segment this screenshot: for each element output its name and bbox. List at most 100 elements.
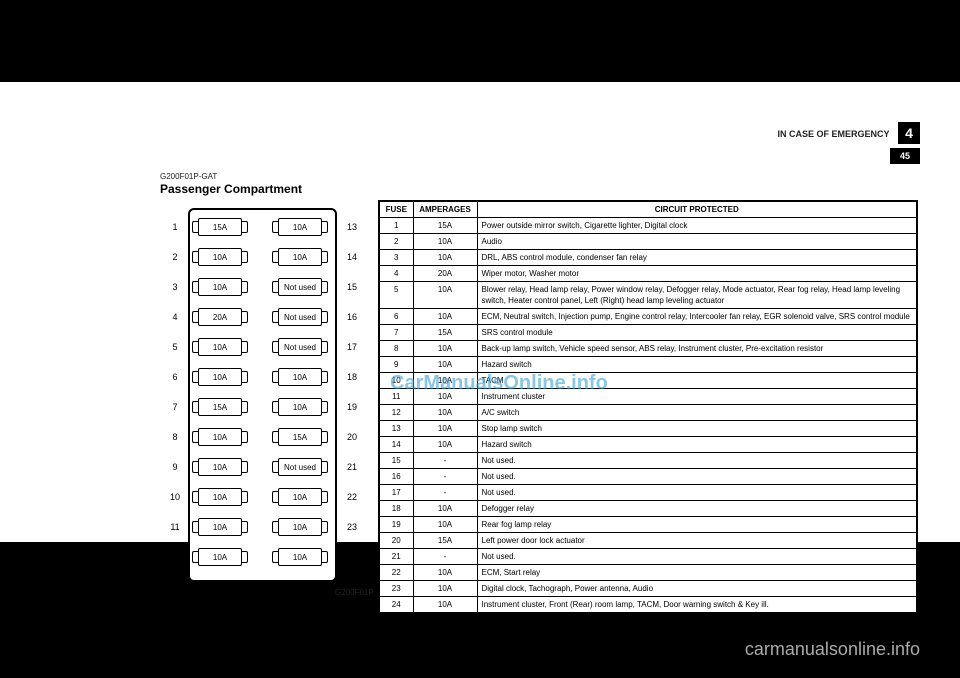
table-cell: 10A [413,357,477,373]
table-cell: Not used. [477,453,917,469]
table-cell: SRS control module [477,325,917,341]
table-row: 1810ADefogger relay [379,501,917,517]
table-cell: - [413,469,477,485]
fuse-slot: 10A [278,218,322,236]
table-cell: - [413,453,477,469]
table-cell: Stop lamp switch [477,421,917,437]
table-cell: Wiper motor, Washer motor [477,266,917,282]
fuse-number: 16 [343,312,361,322]
table-cell: Blower relay, Head lamp relay, Power win… [477,282,917,309]
table-row: 2410AInstrument cluster, Front (Rear) ro… [379,597,917,614]
fuse-slot: 10A [278,548,322,566]
fuse-number: 19 [343,402,361,412]
fuse-number: 17 [343,342,361,352]
table-cell: 10A [413,389,477,405]
fuse-number: 23 [343,522,361,532]
table-cell: 10A [413,373,477,389]
table-cell: Not used. [477,549,917,565]
fuse-number: 9 [166,462,184,472]
table-cell: 22 [379,565,413,581]
table-row: 1010ATACM [379,373,917,389]
table-row: 1410AHazard switch [379,437,917,453]
table-cell: 11 [379,389,413,405]
table-cell: 15A [413,218,477,234]
fuse-number: 22 [343,492,361,502]
fuse-slot: 10A [198,548,242,566]
header-title: IN CASE OF EMERGENCY [778,129,890,139]
fuse-slot: 10A [278,368,322,386]
fuse-slot: 15A [278,428,322,446]
table-row: 2210AECM, Start relay [379,565,917,581]
table-cell: 12 [379,405,413,421]
table-row: 2310ADigital clock, Tachograph, Power an… [379,581,917,597]
table-cell: 10A [413,565,477,581]
table-cell: 8 [379,341,413,357]
fuse-slot: 10A [198,488,242,506]
fuse-slot: 10A [198,368,242,386]
fuse-number: 3 [166,282,184,292]
table-cell: ECM, Start relay [477,565,917,581]
page-header: IN CASE OF EMERGENCY 4 [560,122,920,144]
table-cell: Audio [477,234,917,250]
table-cell: 20 [379,533,413,549]
table-cell: Hazard switch [477,437,917,453]
diagram-caption: G200F01P [335,588,374,597]
table-row: 15-Not used. [379,453,917,469]
table-cell: 21 [379,549,413,565]
table-cell: 10A [413,501,477,517]
footer-text: carmanualsonline.info [745,639,920,660]
fuse-number: 14 [343,252,361,262]
table-row: 16-Not used. [379,469,917,485]
table-row: 420AWiper motor, Washer motor [379,266,917,282]
fuse-number: 2 [166,252,184,262]
table-cell: 14 [379,437,413,453]
fuse-slot: 10A [198,248,242,266]
fuse-table: FUSEAMPERAGESCIRCUIT PROTECTED 115APower… [378,200,918,614]
fuse-number: 24 [343,552,361,562]
table-cell: ECM, Neutral switch, Injection pump, Eng… [477,309,917,325]
table-row: 810ABack-up lamp switch, Vehicle speed s… [379,341,917,357]
table-cell: Instrument cluster, Front (Rear) room la… [477,597,917,614]
fuse-slot: 15A [198,218,242,236]
fuse-number: 8 [166,432,184,442]
table-cell: 3 [379,250,413,266]
table-cell: 5 [379,282,413,309]
fuse-number: 5 [166,342,184,352]
table-cell: 9 [379,357,413,373]
fuse-number: 10 [166,492,184,502]
table-cell: - [413,485,477,501]
table-cell: 19 [379,517,413,533]
table-row: 2015ALeft power door lock actuator [379,533,917,549]
table-cell: 15 [379,453,413,469]
table-cell: 24 [379,597,413,614]
fuse-number: 6 [166,372,184,382]
fuse-slot: 10A [198,278,242,296]
table-cell: 17 [379,485,413,501]
table-row: 1310AStop lamp switch [379,421,917,437]
table-row: 910AHazard switch [379,357,917,373]
table-cell: 10A [413,250,477,266]
table-cell: - [413,549,477,565]
fuse-slot: 10A [278,488,322,506]
fuse-slot: 20A [198,308,242,326]
table-cell: Instrument cluster [477,389,917,405]
fuse-number: 11 [166,522,184,532]
fuse-slot: 10A [278,398,322,416]
table-cell: Digital clock, Tachograph, Power antenna… [477,581,917,597]
table-cell: Rear fog lamp relay [477,517,917,533]
table-cell: Back-up lamp switch, Vehicle speed senso… [477,341,917,357]
table-cell: 4 [379,266,413,282]
table-header: FUSE [379,201,413,218]
table-cell: Defogger relay [477,501,917,517]
fuse-number: 4 [166,312,184,322]
fuse-number: 21 [343,462,361,472]
table-cell: 10A [413,421,477,437]
table-cell: 15A [413,533,477,549]
table-cell: 10A [413,581,477,597]
table-cell: 16 [379,469,413,485]
table-cell: 10A [413,309,477,325]
fuse-slot: 10A [198,458,242,476]
table-row: 610AECM, Neutral switch, Injection pump,… [379,309,917,325]
fuse-slot: Not used [278,338,322,356]
fuse-number: 13 [343,222,361,232]
